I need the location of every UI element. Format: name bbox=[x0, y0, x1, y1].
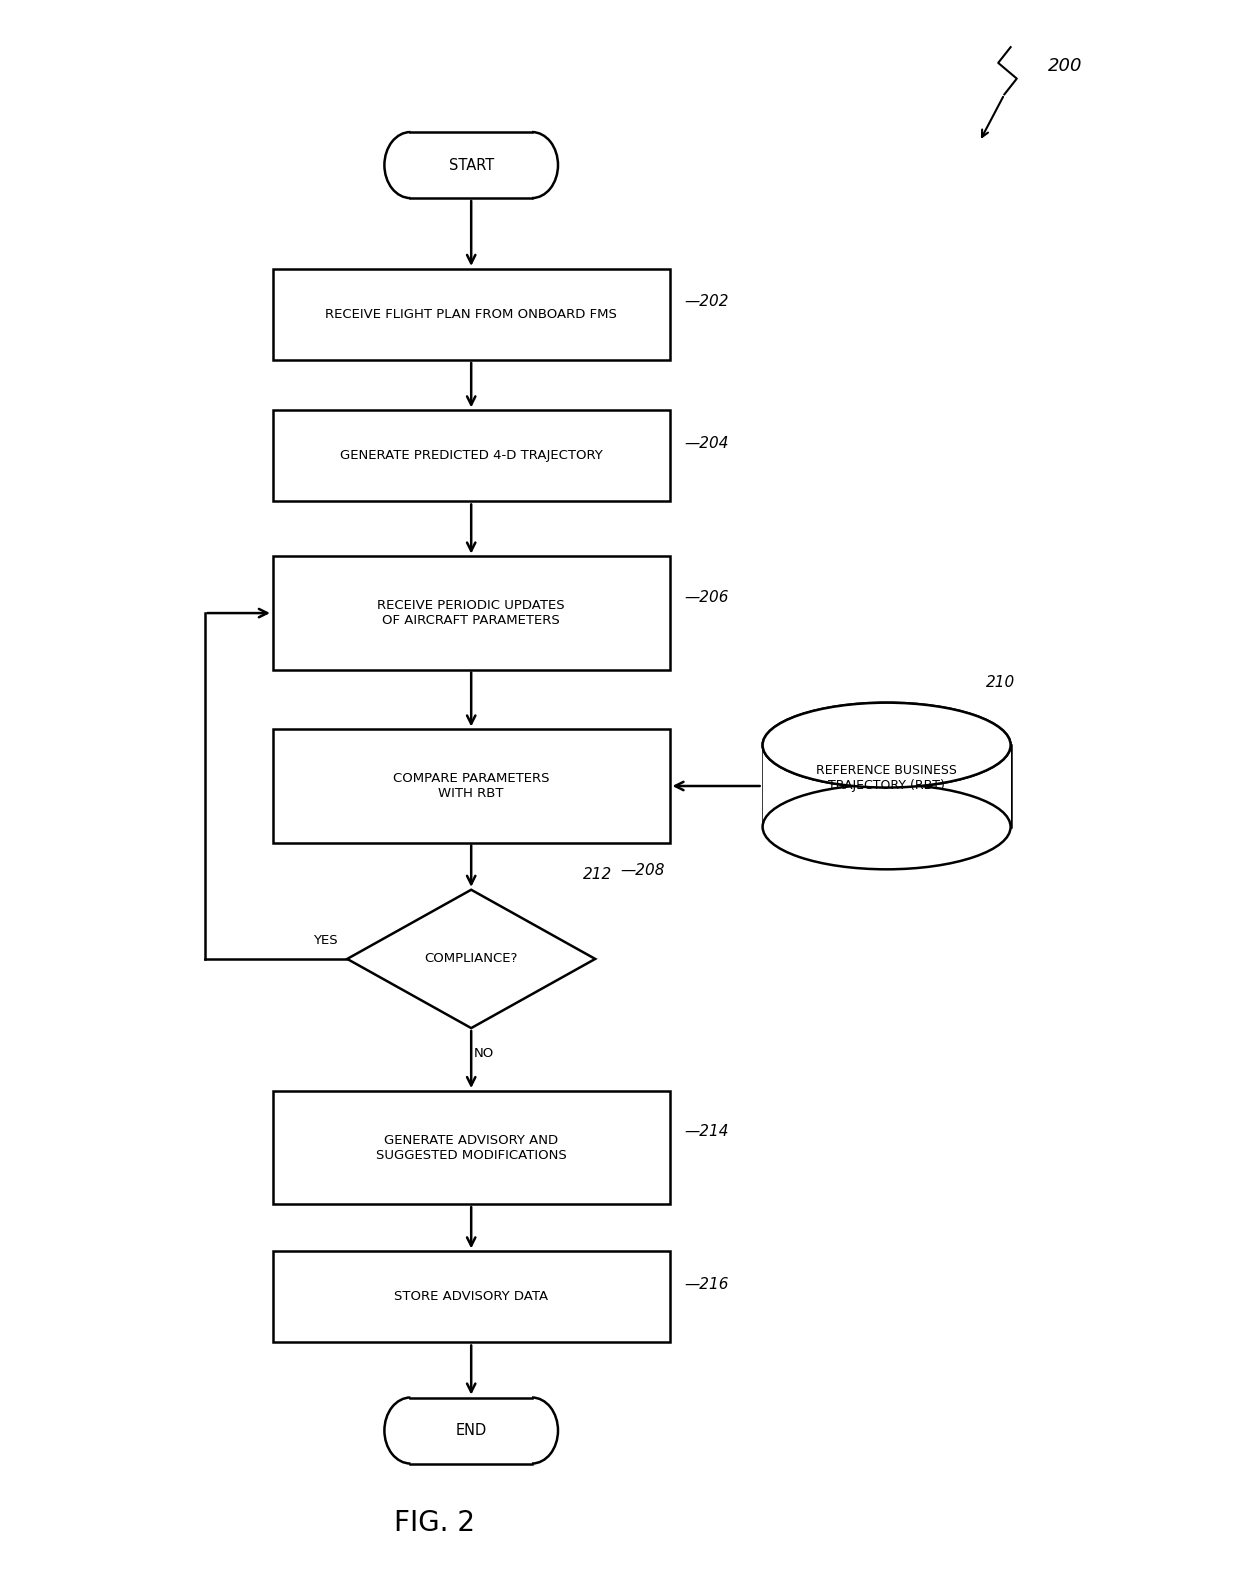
Bar bbox=[273, 1251, 670, 1342]
Text: —202: —202 bbox=[684, 294, 729, 310]
Text: 212: 212 bbox=[583, 866, 613, 882]
Bar bbox=[273, 1091, 670, 1204]
Text: COMPLIANCE?: COMPLIANCE? bbox=[424, 953, 518, 965]
Text: NO: NO bbox=[474, 1047, 494, 1060]
Bar bbox=[273, 729, 670, 843]
Text: —214: —214 bbox=[684, 1124, 729, 1140]
Text: GENERATE ADVISORY AND
SUGGESTED MODIFICATIONS: GENERATE ADVISORY AND SUGGESTED MODIFICA… bbox=[376, 1133, 567, 1162]
Text: RECEIVE FLIGHT PLAN FROM ONBOARD FMS: RECEIVE FLIGHT PLAN FROM ONBOARD FMS bbox=[325, 308, 618, 321]
Bar bbox=[273, 269, 670, 360]
Text: 200: 200 bbox=[1048, 57, 1083, 75]
Bar bbox=[273, 410, 670, 501]
Ellipse shape bbox=[763, 784, 1011, 869]
Text: —206: —206 bbox=[684, 590, 729, 605]
Text: STORE ADVISORY DATA: STORE ADVISORY DATA bbox=[394, 1291, 548, 1303]
Ellipse shape bbox=[763, 703, 1011, 788]
Bar bbox=[763, 745, 1011, 827]
Text: —208: —208 bbox=[620, 863, 665, 879]
Text: —204: —204 bbox=[684, 435, 729, 451]
Text: END: END bbox=[455, 1423, 487, 1438]
Ellipse shape bbox=[763, 703, 1011, 788]
Text: RECEIVE PERIODIC UPDATES
OF AIRCRAFT PARAMETERS: RECEIVE PERIODIC UPDATES OF AIRCRAFT PAR… bbox=[377, 599, 565, 627]
Polygon shape bbox=[347, 890, 595, 1028]
Bar bbox=[273, 556, 670, 670]
Text: START: START bbox=[449, 157, 494, 173]
Text: GENERATE PREDICTED 4-D TRAJECTORY: GENERATE PREDICTED 4-D TRAJECTORY bbox=[340, 450, 603, 462]
Text: YES: YES bbox=[312, 934, 337, 946]
Text: 210: 210 bbox=[986, 674, 1016, 690]
Text: —216: —216 bbox=[684, 1276, 729, 1292]
Text: REFERENCE BUSINESS
TRAJECTORY (RBT): REFERENCE BUSINESS TRAJECTORY (RBT) bbox=[816, 764, 957, 792]
Text: COMPARE PARAMETERS
WITH RBT: COMPARE PARAMETERS WITH RBT bbox=[393, 772, 549, 800]
Text: FIG. 2: FIG. 2 bbox=[393, 1509, 475, 1537]
